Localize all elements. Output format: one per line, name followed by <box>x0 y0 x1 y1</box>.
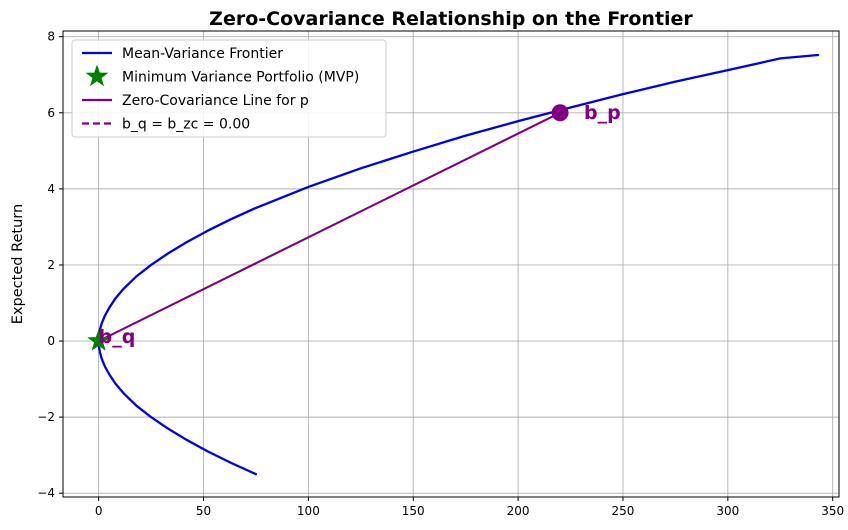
y-axis-label: Expected Return <box>10 204 26 324</box>
points-layer: b_p b_q <box>87 102 621 351</box>
zero-covariance-line <box>97 111 562 343</box>
y-tick-label: −4 <box>37 486 55 500</box>
x-tick-label: 300 <box>716 504 739 518</box>
mvp-star-marker <box>87 329 111 351</box>
y-tick-label: 6 <box>47 106 55 120</box>
x-tick-label: 150 <box>402 504 425 518</box>
y-tick-label: 2 <box>47 258 55 272</box>
grid <box>63 31 839 497</box>
x-tick-label: 200 <box>507 504 530 518</box>
y-tick-label: 0 <box>47 334 55 348</box>
legend-entry-label: b_q = b_zc = 0.00 <box>122 117 250 133</box>
y-tick-label: −2 <box>37 410 55 424</box>
y-tick-label: 4 <box>47 182 55 196</box>
legend: Mean-Variance Frontier Minimum Variance P… <box>71 39 387 138</box>
x-axis-ticks: 0 50 100 150 200 250 300 350 <box>95 497 844 518</box>
b-p-point-marker <box>551 104 569 122</box>
y-tick-label: 8 <box>47 30 55 44</box>
legend-entry-label: Mean-Variance Frontier <box>122 46 283 62</box>
x-tick-label: 350 <box>821 504 844 518</box>
chart-title: Zero-Covariance Relationship on the Fron… <box>209 8 693 30</box>
x-tick-label: 50 <box>196 504 211 518</box>
legend-star-handle <box>85 64 109 87</box>
series-layer <box>97 53 820 476</box>
x-tick-label: 0 <box>95 504 103 518</box>
plot-frame <box>62 30 840 498</box>
legend-entry-label: Minimum Variance Portfolio (MVP) <box>122 70 359 86</box>
legend-box <box>71 39 387 138</box>
frontier-line <box>97 53 820 476</box>
legend-entry-label: Zero-Covariance Line for p <box>122 93 309 109</box>
y-axis-ticks: −4 −2 0 2 4 6 8 <box>37 30 63 500</box>
x-tick-label: 250 <box>612 504 635 518</box>
b-p-annotation: b_p <box>584 102 621 124</box>
b-q-annotation: b_q <box>99 326 136 348</box>
x-tick-label: 100 <box>297 504 320 518</box>
